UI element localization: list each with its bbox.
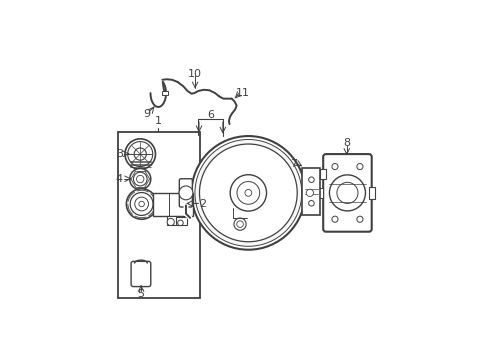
Text: 10: 10 [188,69,202,79]
Text: 6: 6 [207,110,215,120]
Circle shape [357,163,363,170]
Text: 2: 2 [199,199,206,209]
Circle shape [133,172,147,186]
FancyBboxPatch shape [131,261,151,287]
Circle shape [126,189,157,219]
FancyBboxPatch shape [179,179,193,207]
Circle shape [178,220,183,226]
Text: 3: 3 [116,149,123,159]
Text: 5: 5 [138,289,145,299]
Circle shape [130,193,153,215]
Bar [176,217,187,225]
FancyBboxPatch shape [323,154,372,232]
Circle shape [332,163,338,170]
Circle shape [195,139,302,246]
Text: 7: 7 [291,159,297,169]
Bar [320,169,326,179]
Circle shape [137,175,144,183]
Bar [118,132,200,298]
Circle shape [332,216,338,222]
Circle shape [306,189,314,197]
Text: 11: 11 [236,88,250,98]
Circle shape [128,141,153,167]
Circle shape [329,175,366,211]
Circle shape [139,201,145,207]
Text: 9: 9 [144,109,151,119]
Text: 4: 4 [116,174,123,184]
Circle shape [237,181,260,204]
Circle shape [237,221,244,228]
Bar [167,216,182,225]
Bar [162,91,169,95]
Circle shape [134,148,147,160]
Circle shape [234,218,246,230]
Circle shape [199,144,297,242]
Circle shape [309,177,314,183]
Bar [369,187,375,199]
Bar [315,188,322,198]
Circle shape [179,186,193,200]
Bar [302,168,320,215]
Bar [305,186,315,200]
Bar [153,193,193,216]
Circle shape [230,175,267,211]
Circle shape [357,216,363,222]
Text: 1: 1 [155,116,162,126]
Circle shape [309,201,314,206]
Circle shape [192,136,305,250]
Circle shape [135,197,148,211]
Circle shape [125,139,155,169]
Text: 8: 8 [343,138,350,148]
Circle shape [337,183,358,203]
Circle shape [130,168,151,190]
Circle shape [245,189,252,196]
Circle shape [167,219,174,226]
